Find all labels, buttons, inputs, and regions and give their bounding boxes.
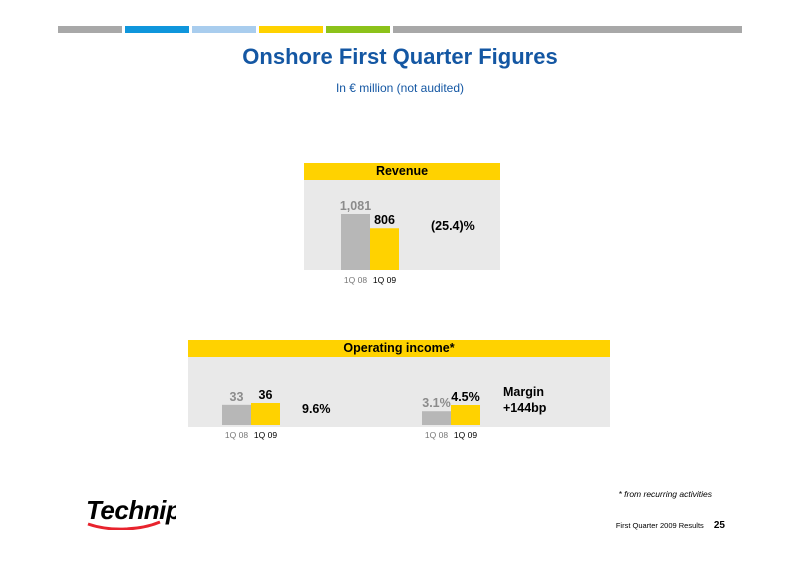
page-number: 25 <box>713 520 725 531</box>
top-color-bar <box>58 26 122 33</box>
top-color-bar <box>393 26 742 33</box>
revenue-panel: Revenue <box>304 163 500 270</box>
data-label: 3.1% <box>422 396 451 410</box>
data-label: 36 <box>259 388 273 402</box>
tick-label: 1Q 08 <box>225 430 248 440</box>
bar-1q-09 <box>251 403 280 425</box>
bar-1q-08 <box>222 404 251 425</box>
margin-chart: 3.1% 1Q 08 4.5% 1Q 09 <box>422 390 480 440</box>
top-color-bar <box>326 26 390 33</box>
operating-income-panel: Operating income* <box>188 340 610 427</box>
revenue-panel-title: Revenue <box>304 163 500 180</box>
data-label: 1,081 <box>340 199 371 213</box>
revenue-chart: 1,081 1Q 08 806 1Q 09 <box>340 199 399 285</box>
operating-income-chart: 33 1Q 08 36 1Q 09 <box>222 388 280 440</box>
bar-1q-08 <box>422 411 451 425</box>
margin-change-label: Margin <box>503 385 544 399</box>
bar-1q-09 <box>451 405 480 425</box>
footnote: * from recurring activities <box>618 489 712 499</box>
technip-logo: Technip <box>86 494 182 535</box>
tick-label: 1Q 09 <box>254 430 277 440</box>
tick-label: 1Q 08 <box>344 275 367 285</box>
bar-1q-08 <box>341 214 370 270</box>
data-label: 4.5% <box>451 390 480 404</box>
technip-logo-text: Technip <box>86 495 176 525</box>
data-label: 33 <box>230 390 244 404</box>
page-title: Onshore First Quarter Figures <box>242 44 558 69</box>
bar-1q-09 <box>370 228 399 270</box>
operating-income-panel-title: Operating income* <box>188 340 610 357</box>
tick-label: 1Q 08 <box>425 430 448 440</box>
tick-label: 1Q 09 <box>454 430 477 440</box>
margin-change: Margin +144bp <box>503 384 546 416</box>
logo-swoosh <box>87 520 161 531</box>
top-color-bar <box>192 26 256 33</box>
footer-text: First Quarter 2009 Results <box>615 521 704 530</box>
footer: First Quarter 2009 Results 25 <box>560 520 725 531</box>
data-label: 806 <box>374 213 395 227</box>
tick-label: 1Q 09 <box>373 275 396 285</box>
top-color-bar <box>125 26 189 33</box>
technip-logo-icon: Technip <box>86 495 182 531</box>
margin-change-value: +144bp <box>503 401 547 415</box>
top-color-bar <box>259 26 323 33</box>
operating-income-change: 9.6% <box>302 402 331 416</box>
revenue-change: (25.4)% <box>431 219 475 233</box>
page-subtitle: In € million (not audited) <box>335 81 465 95</box>
